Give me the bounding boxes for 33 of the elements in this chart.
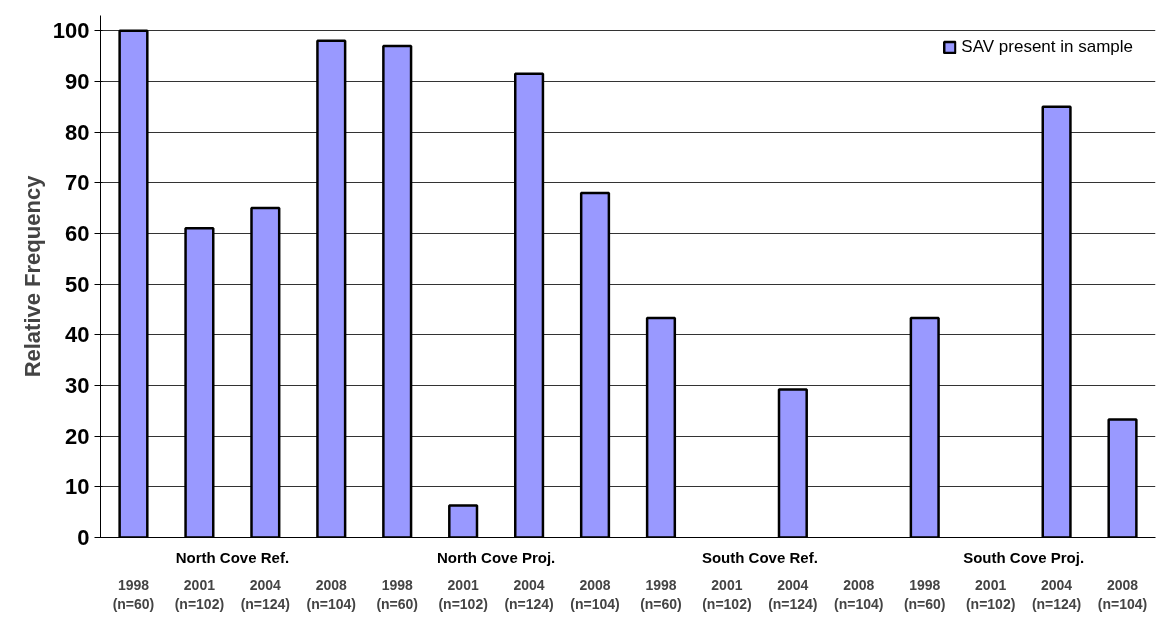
- y-tick-label: 100: [52, 18, 90, 44]
- y-tick-label: 80: [65, 119, 90, 145]
- text: South Cove Ref.: [701, 548, 818, 566]
- legend-label: SAV present in sample: [961, 37, 1133, 57]
- x-tick-label: 2008 (n=104): [570, 576, 620, 612]
- y-tick-label: 10: [65, 474, 90, 500]
- y-tick-label: 70: [65, 170, 90, 196]
- y-axis-title: Relative Frequency: [19, 174, 45, 378]
- x-tick-label: 1998 (n=60): [903, 576, 946, 612]
- x-tick-label: 2004 (n=124): [1031, 576, 1082, 612]
- x-tick-label: 2001 (n=102): [702, 576, 752, 612]
- x-tick-label: 1998 (n=60): [640, 576, 682, 612]
- y-tick-label: 90: [65, 68, 90, 94]
- x-tick-label: 1998 (n=60): [376, 576, 419, 612]
- x-tick-label: 2008 (n=104): [834, 576, 884, 612]
- x-tick-label: 2008 (n=104): [1097, 576, 1148, 612]
- y-tick-label: 40: [65, 322, 90, 348]
- text: North Cove Proj.: [436, 548, 556, 566]
- x-tick-label: 2001 (n=102): [438, 576, 488, 612]
- y-tick-label: 30: [65, 372, 90, 398]
- text: South Cove Proj.: [963, 548, 1085, 566]
- text: North Cove Ref.: [175, 548, 290, 566]
- y-tick-label: 20: [65, 423, 90, 449]
- x-tick-label: 1998 (n=60): [112, 576, 155, 612]
- y-tick-label: 50: [65, 271, 90, 297]
- x-tick-label: 2004 (n=124): [768, 576, 818, 612]
- y-tick-label: 0: [77, 525, 90, 550]
- x-tick-label: 2004 (n=124): [504, 576, 554, 612]
- x-tick-label: 2001 (n=102): [174, 576, 225, 612]
- y-tick-label: 60: [65, 220, 90, 246]
- x-tick-label: 2004 (n=124): [240, 576, 291, 612]
- x-tick-label: 2001 (n=102): [965, 576, 1016, 612]
- x-tick-label: 2008 (n=104): [306, 576, 356, 612]
